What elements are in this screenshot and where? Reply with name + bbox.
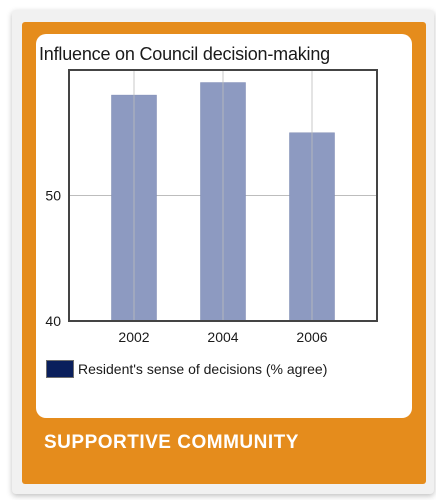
y-tick-label: 50 (45, 188, 61, 204)
plot-frame (68, 69, 378, 322)
legend-label: Resident's sense of decisions (% agree) (78, 361, 328, 377)
section-banner-label: SUPPORTIVE COMMUNITY (44, 432, 299, 453)
x-tick-label: 2006 (296, 329, 327, 345)
x-tick-label: 2002 (118, 329, 149, 345)
chart-legend: Resident's sense of decisions (% agree) (46, 360, 327, 378)
legend-swatch (46, 360, 74, 378)
y-tick-label: 40 (45, 313, 61, 329)
x-tick-label: 2004 (207, 329, 238, 345)
chart-title: Influence on Council decision-making (39, 44, 330, 64)
